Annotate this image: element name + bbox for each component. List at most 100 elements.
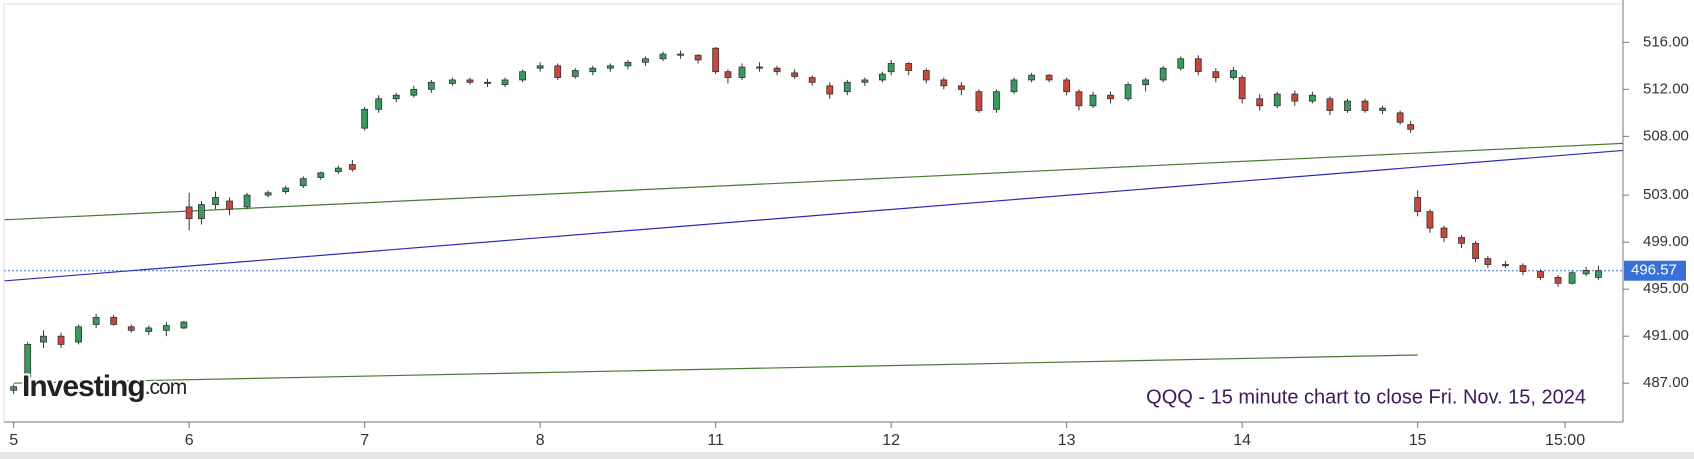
candle-body: [1107, 94, 1114, 100]
candle-body: [92, 316, 100, 325]
candle-body: [878, 73, 886, 81]
candle-body: [1028, 74, 1035, 81]
logo: Investing.com: [22, 370, 187, 403]
candle-body: [791, 72, 799, 77]
candle-body: [519, 71, 527, 81]
x-tick-label: 6: [185, 432, 194, 449]
y-tick-label: 512.00: [1643, 80, 1689, 97]
trend-line: [13, 354, 1418, 384]
y-tick-label: 495.00: [1643, 280, 1689, 297]
x-tick-label: 5: [9, 432, 18, 449]
candle-body: [282, 187, 290, 193]
candle-body: [1595, 270, 1602, 278]
candle-body: [1484, 258, 1492, 265]
candle-body: [712, 47, 720, 73]
candle-body: [375, 98, 383, 110]
candle-body: [738, 66, 746, 78]
candle-body: [826, 85, 834, 95]
candle-body: [1045, 74, 1053, 81]
logo-suffix: .com: [145, 376, 187, 399]
candle-body: [1426, 211, 1434, 229]
candle-body: [1407, 124, 1415, 130]
candle-body: [1273, 93, 1281, 107]
candle-body: [1440, 227, 1448, 238]
x-tick-label: 15:00: [1545, 432, 1585, 449]
candle-body: [299, 178, 307, 187]
candle-body: [40, 335, 47, 343]
x-tick-label: 8: [536, 432, 545, 449]
chart-title: QQQ - 15 minute chart to close Fri. Nov.…: [1146, 386, 1586, 408]
candle-body: [1177, 58, 1185, 69]
candle-body: [724, 71, 732, 78]
candle-body: [1075, 91, 1083, 107]
candle-body: [642, 58, 649, 63]
candle-body: [127, 326, 135, 331]
candle-body: [162, 325, 170, 331]
candle-body: [410, 88, 418, 96]
candle-body: [1414, 197, 1422, 212]
x-tick-label: 12: [882, 432, 900, 449]
trend-line: [3, 142, 1624, 221]
candle-body: [940, 79, 948, 87]
candle-body: [348, 164, 356, 170]
y-tick-label: 503.00: [1643, 186, 1689, 203]
candle-body: [24, 344, 32, 378]
candle-body: [317, 172, 325, 178]
candle-body: [1361, 100, 1369, 111]
bottom-strip: [0, 452, 1694, 459]
candle-body: [659, 53, 667, 60]
candle-body: [449, 79, 456, 84]
candle-body: [975, 91, 983, 111]
plot-area: [3, 47, 1624, 394]
candle-body: [57, 335, 65, 345]
candle-body: [212, 197, 219, 205]
candle-body: [905, 63, 913, 71]
candle-body: [1582, 269, 1590, 275]
candle-body: [624, 61, 632, 67]
candle-body: [198, 204, 205, 220]
x-tick-label: 14: [1233, 432, 1251, 449]
candle-body: [922, 70, 930, 81]
candle-body: [427, 81, 435, 90]
candle-body: [264, 192, 272, 196]
candle-body: [334, 167, 342, 173]
candle-body: [1229, 70, 1237, 78]
candle-body: [1159, 67, 1167, 81]
y-tick-label: 487.00: [1643, 374, 1689, 391]
candle-body: [589, 67, 597, 73]
candle-body: [1472, 242, 1479, 260]
candle-body: [1089, 94, 1097, 107]
candle-body: [392, 94, 400, 100]
y-tick-label: 508.00: [1643, 127, 1689, 144]
x-tick-label: 15: [1409, 432, 1427, 449]
candle-body: [1344, 100, 1351, 111]
y-tick-label: 499.00: [1643, 233, 1689, 250]
candle-body: [180, 321, 188, 329]
candle-body: [1256, 98, 1264, 107]
y-tick-label: 491.00: [1643, 327, 1689, 344]
candle-body: [1291, 93, 1299, 102]
candle-body: [484, 81, 491, 84]
candle-body: [536, 65, 544, 69]
candle-body: [571, 70, 579, 77]
candle-body: [993, 91, 1000, 110]
candle-body: [554, 65, 562, 78]
candle-body: [756, 66, 763, 69]
candle-body: [185, 206, 193, 220]
candle-body: [887, 63, 895, 73]
x-tick-label: 13: [1058, 432, 1076, 449]
candle-body: [1212, 71, 1220, 78]
candle-body: [1308, 94, 1316, 102]
candle-body: [1379, 107, 1386, 111]
candle-body: [1238, 77, 1246, 100]
candle-body: [694, 54, 702, 61]
candle-body: [110, 316, 118, 325]
candle-body: [1124, 84, 1132, 100]
candle-body: [1519, 265, 1527, 272]
candle-body: [1326, 98, 1334, 111]
candle-body: [606, 65, 614, 69]
last-price-label: 496.57: [1631, 262, 1677, 279]
candle-body: [773, 67, 781, 73]
candle-body: [957, 85, 965, 90]
